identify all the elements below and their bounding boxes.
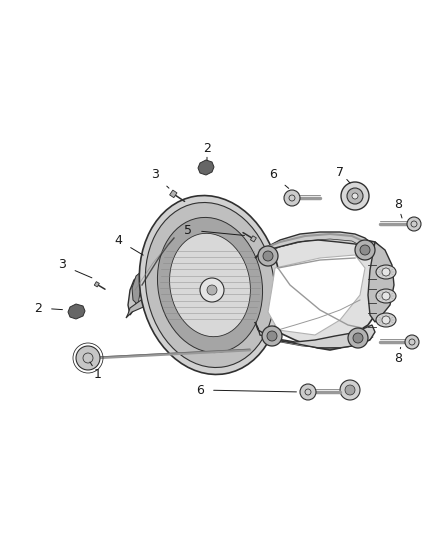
Polygon shape [132,235,172,305]
Polygon shape [251,236,256,242]
Polygon shape [255,232,375,258]
Circle shape [360,245,370,255]
Polygon shape [68,304,85,319]
Circle shape [340,380,360,400]
Text: 4: 4 [114,233,143,255]
Ellipse shape [145,203,275,367]
Polygon shape [368,242,394,322]
Circle shape [353,333,363,343]
Polygon shape [198,160,214,175]
Text: 3: 3 [151,168,169,188]
Polygon shape [160,215,190,256]
Polygon shape [166,218,202,242]
Ellipse shape [157,217,262,352]
Polygon shape [255,322,375,348]
Circle shape [300,384,316,400]
Text: 1: 1 [90,362,102,382]
Circle shape [76,346,100,370]
Text: 5: 5 [184,223,244,237]
Polygon shape [94,281,99,287]
Text: 2: 2 [203,141,211,160]
Polygon shape [248,235,390,350]
Circle shape [348,328,368,348]
Ellipse shape [376,289,396,303]
Polygon shape [128,225,178,315]
Circle shape [345,385,355,395]
Circle shape [407,217,421,231]
Text: 8: 8 [394,198,402,218]
Polygon shape [268,255,365,335]
Ellipse shape [376,313,396,327]
Circle shape [263,251,273,261]
Ellipse shape [170,233,251,337]
Circle shape [258,246,278,266]
Text: 6: 6 [269,168,289,188]
Circle shape [352,193,358,199]
Circle shape [347,188,363,204]
Text: 6: 6 [196,384,297,397]
Polygon shape [126,285,165,318]
Circle shape [382,292,390,300]
Circle shape [267,331,277,341]
Text: 8: 8 [394,348,402,365]
Circle shape [207,285,217,295]
Ellipse shape [139,196,281,375]
Ellipse shape [376,265,396,279]
Circle shape [284,190,300,206]
Polygon shape [170,190,177,198]
Circle shape [341,182,369,210]
Circle shape [355,240,375,260]
Circle shape [200,278,224,302]
Text: 2: 2 [34,302,63,314]
Circle shape [262,326,282,346]
Text: 7: 7 [336,166,350,183]
Circle shape [382,268,390,276]
Text: 3: 3 [58,259,92,278]
Circle shape [382,316,390,324]
Circle shape [405,335,419,349]
